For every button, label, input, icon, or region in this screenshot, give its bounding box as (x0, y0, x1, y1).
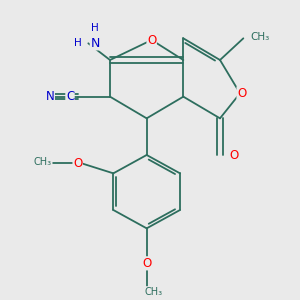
Text: H: H (91, 23, 99, 33)
Text: O: O (237, 87, 246, 100)
Text: O: O (142, 257, 151, 270)
Text: O: O (230, 148, 238, 161)
Text: O: O (147, 34, 156, 46)
Text: C: C (66, 90, 74, 103)
Text: N: N (46, 90, 54, 103)
Text: CH₃: CH₃ (34, 157, 52, 167)
Text: H: H (74, 38, 82, 48)
Text: O: O (73, 157, 82, 170)
Text: CH₃: CH₃ (144, 287, 162, 297)
Text: N: N (90, 37, 100, 50)
Text: CH₃: CH₃ (250, 32, 270, 42)
